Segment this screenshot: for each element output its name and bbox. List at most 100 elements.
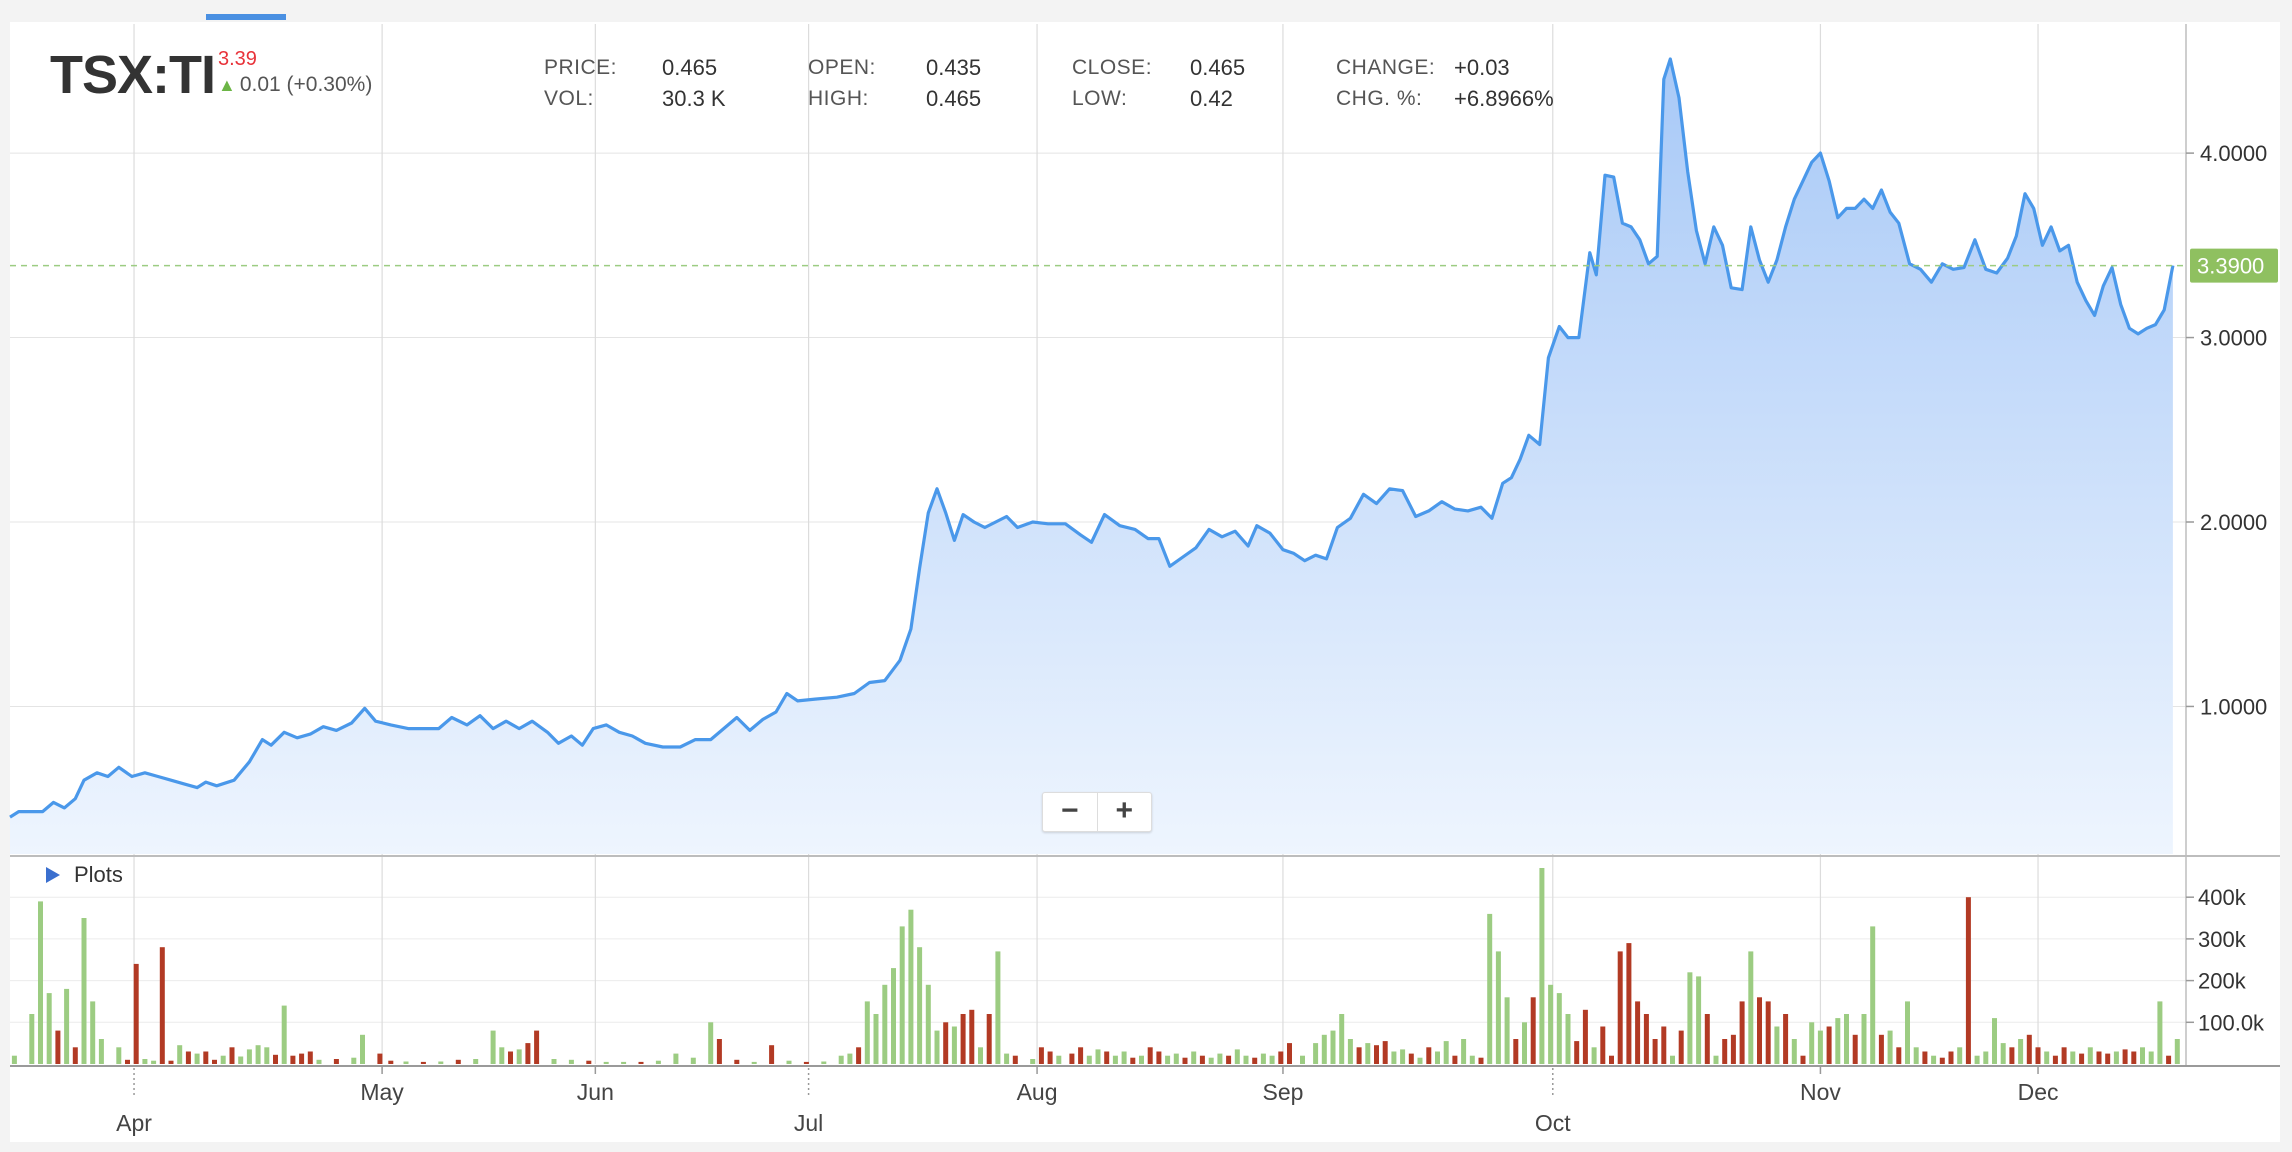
volume-bar: [1661, 1026, 1667, 1064]
volume-bar: [229, 1047, 235, 1064]
volume-bar: [1913, 1047, 1919, 1064]
volume-bar: [2140, 1047, 2145, 1064]
volume-bar: [264, 1047, 270, 1064]
volume-bar: [1095, 1049, 1101, 1064]
volume-bar: [1504, 997, 1510, 1064]
volume-bar: [1844, 1014, 1849, 1064]
volume-bar: [388, 1060, 394, 1064]
volume-bar: [2018, 1039, 2024, 1064]
volume-bar: [1826, 1026, 1832, 1064]
volume-tick-label: 300k: [2198, 927, 2247, 952]
volume-bar: [1182, 1057, 1188, 1064]
quote-header: TSX:TI 3.39 ▲ 0.01 (+0.30%) PRICE: 0.465 …: [0, 0, 2292, 150]
volume-bar: [1147, 1047, 1153, 1064]
volume-bar: [29, 1014, 35, 1064]
volume-bar: [64, 988, 70, 1064]
volume-bar: [917, 947, 923, 1064]
stat-price-value: 0.465: [662, 55, 718, 80]
volume-bar: [1260, 1053, 1266, 1064]
volume-bar: [1374, 1045, 1379, 1064]
stat-chg-pct-label: CHG. %:: [1336, 87, 1423, 110]
volume-bar: [499, 1047, 505, 1064]
volume-bar: [55, 1030, 61, 1064]
volume-bar: [978, 1047, 983, 1064]
volume-bar: [1678, 1030, 1684, 1064]
volume-bar: [1139, 1055, 1144, 1064]
volume-bar: [716, 1039, 722, 1064]
volume-bar: [1652, 1039, 1658, 1064]
volume-bar: [333, 1059, 339, 1064]
volume-bar: [673, 1053, 679, 1064]
month-label: Jul: [794, 1110, 823, 1136]
zoom-in-button[interactable]: +: [1115, 794, 1134, 827]
volume-bar: [1078, 1047, 1084, 1064]
volume-bar: [185, 1051, 191, 1064]
volume-bar: [1269, 1055, 1275, 1064]
volume-bar: [1012, 1055, 1018, 1064]
volume-bar: [803, 1061, 809, 1064]
volume-bar: [220, 1055, 226, 1064]
volume-bar: [1104, 1051, 1110, 1064]
volume-bar: [1408, 1053, 1414, 1064]
volume-bar: [1548, 984, 1554, 1064]
volume-bar: [1391, 1051, 1397, 1064]
volume-bar: [1948, 1051, 1954, 1064]
volume-bar: [708, 1022, 714, 1064]
volume-bar: [1722, 1039, 1728, 1064]
volume-bar: [943, 1022, 949, 1064]
volume-bar: [1809, 1022, 1815, 1064]
volume-bar: [2009, 1047, 2015, 1064]
volume-bar: [281, 1005, 287, 1064]
volume-bar: [995, 951, 1001, 1064]
volume-bar: [1774, 1026, 1780, 1064]
volume-bar: [1800, 1055, 1806, 1064]
volume-bar: [151, 1060, 157, 1064]
volume-bar: [2122, 1049, 2128, 1064]
volume-bar: [2157, 1001, 2163, 1064]
volume-bar: [1321, 1034, 1327, 1064]
volume-bar: [1208, 1057, 1214, 1064]
volume-bar: [690, 1057, 696, 1064]
volume-bar: [1300, 1055, 1305, 1064]
volume-bar: [1905, 1001, 1910, 1064]
volume-bar: [525, 1043, 531, 1064]
volume-bar: [1252, 1057, 1258, 1064]
volume-bar: [1852, 1034, 1858, 1064]
volume-bar: [438, 1061, 444, 1064]
volume-bar: [1783, 1014, 1789, 1064]
volume-bar: [2070, 1051, 2076, 1064]
volume-bar: [1130, 1057, 1136, 1064]
volume-bar: [2166, 1055, 2172, 1064]
volume-bar: [194, 1053, 200, 1064]
zoom-out-button[interactable]: −: [1043, 793, 1098, 831]
volume-bar: [2131, 1051, 2137, 1064]
volume-bar: [38, 901, 43, 1064]
price-tick-label: 2.0000: [2200, 510, 2267, 535]
volume-bar: [360, 1034, 365, 1064]
volume-bar: [1791, 1039, 1797, 1064]
volume-bar: [1565, 1014, 1571, 1064]
volume-bar: [1287, 1043, 1292, 1064]
volume-bar: [1469, 1055, 1475, 1064]
volume-bar: [307, 1051, 313, 1064]
volume-bar: [508, 1051, 513, 1064]
volume-bar: [1696, 976, 1702, 1064]
volume-bar: [246, 1049, 252, 1064]
volume-bar: [420, 1061, 426, 1064]
volume-bar: [1600, 1026, 1606, 1064]
volume-bar: [1539, 868, 1545, 1064]
volume-bar: [1739, 1001, 1745, 1064]
volume-bar: [1635, 1001, 1641, 1064]
month-label: Oct: [1535, 1110, 1571, 1136]
volume-bar: [838, 1055, 844, 1064]
volume-tick-label: 400k: [2198, 885, 2247, 910]
volume-bar: [212, 1059, 217, 1064]
price-change-text: 0.01 (+0.30%): [239, 73, 373, 96]
plots-toggle[interactable]: Plots: [46, 862, 123, 888]
volume-bar: [873, 1014, 879, 1064]
volume-bar: [1382, 1041, 1388, 1064]
volume-bar: [1069, 1053, 1075, 1064]
stat-vol-value: 30.3 K: [662, 86, 726, 111]
volume-bar: [1056, 1055, 1062, 1064]
